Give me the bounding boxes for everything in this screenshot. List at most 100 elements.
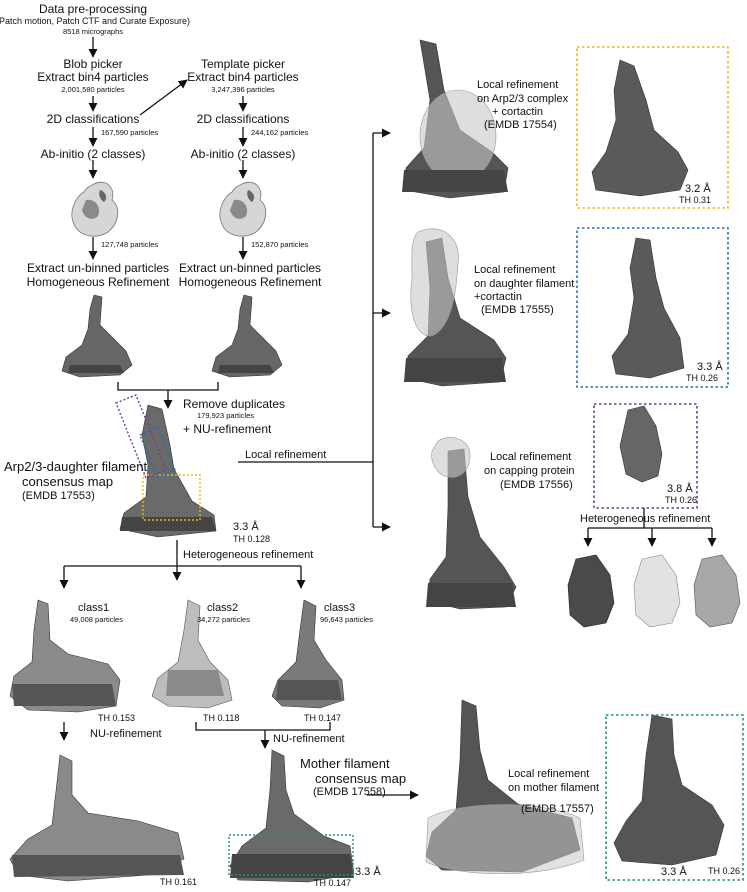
template-2d-count: 244,162 particles [251, 128, 309, 137]
local2-line1: Local refinement [474, 264, 556, 276]
template-abinitio-label: Ab-initio (2 classes) [190, 147, 296, 161]
nu-left-map [9, 754, 185, 882]
local1-line2: on Arp2/3 complex [477, 93, 569, 105]
mother-green-box [228, 834, 354, 876]
local2-map [404, 228, 507, 387]
blob-abinitio-count: 127,748 particles [101, 240, 159, 249]
consensus-threshold: TH 0.128 [233, 534, 271, 544]
local1-detail-map [591, 59, 689, 197]
template-2d-label: 2D classifications [196, 112, 290, 126]
local3-line2: on capping protein [484, 465, 575, 477]
template-abinitio-count: 152,870 particles [251, 240, 309, 249]
mother-resolution: 3.3 Å [355, 866, 381, 878]
template-extract-label: Extract bin4 particles [187, 70, 299, 84]
blob-2d-label: 2D classifications [46, 112, 140, 126]
abinitio-map-blob [71, 181, 119, 237]
local2-line2: on daughter filament [474, 278, 575, 290]
pre-processing-title: Data pre-processing [38, 2, 148, 16]
local3-hetero-label: Heterogeneous refinement [580, 513, 711, 525]
local2-resolution: 3.3 Å [697, 361, 723, 373]
local4-threshold: TH 0.26 [708, 866, 741, 876]
local2-emdb: (EMDB 17555) [481, 304, 554, 316]
mother-emdb: (EMDB 17558) [313, 786, 386, 798]
consensus-orange-box [142, 474, 201, 521]
blob-2d-count: 167,590 particles [101, 128, 159, 137]
class2-name: class2 [207, 602, 239, 614]
blob-particle-count: 2,001,580 particles [61, 85, 125, 94]
abinitio-map-template [219, 181, 267, 237]
local4-map [425, 699, 585, 875]
mother-threshold: TH 0.147 [314, 878, 352, 888]
consensus-resolution: 3.3 Å [233, 521, 259, 533]
local1-threshold: TH 0.31 [679, 195, 712, 205]
class3-threshold: TH 0.147 [304, 713, 342, 723]
class1-map [9, 599, 121, 713]
local4-line2: on mother filament [508, 782, 600, 794]
local2-detail-map [611, 237, 685, 379]
blob-picker-label: Blob picker [63, 57, 123, 71]
local3-line1: Local refinement [490, 451, 572, 463]
class1-name: class1 [78, 602, 110, 614]
blob-homo-refinement: Homogeneous Refinement [26, 275, 170, 289]
template-picker-label: Template picker [200, 57, 286, 71]
local3-resolution: 3.8 Å [667, 483, 693, 495]
cap-hetero-map-3 [693, 554, 741, 628]
class2-threshold: TH 0.118 [203, 713, 240, 723]
cap-hetero-map-2 [633, 554, 681, 628]
micrograph-count: 8518 micrographs [62, 27, 124, 36]
flow-connectors [59, 37, 717, 800]
nu-mid-label: NU-refinement [273, 733, 345, 745]
local3-emdb: (EMDB 17556) [500, 479, 573, 491]
local2-blue-box [576, 227, 729, 388]
pre-processing-subtitle: (Patch motion, Patch CTF and Curate Expo… [0, 16, 191, 26]
homo-map-template [211, 294, 283, 378]
consensus-title-2: consensus map [22, 474, 114, 489]
local4-line1: Local refinement [508, 768, 590, 780]
nu-refinement-label: + NU-refinement [183, 422, 272, 436]
class2-map [151, 599, 233, 709]
remove-duplicates-label: Remove duplicates [183, 397, 286, 411]
homo-map-blob [61, 294, 133, 378]
mother-title-1: Mother filament [300, 756, 390, 771]
class3-name: class3 [324, 602, 356, 614]
density-maps [9, 39, 744, 883]
local3-map [426, 437, 517, 610]
template-extract-unbinned: Extract un-binned particles [178, 261, 322, 275]
arrow-2d-to-template [139, 79, 188, 116]
consensus-title-1: Arp2/3-daughter filament [4, 459, 148, 474]
mother-title-2: consensus map [315, 771, 407, 786]
class1-count: 49,008 particles [70, 615, 123, 624]
local4-green-box [605, 714, 744, 881]
cap-hetero-map-1 [567, 554, 615, 628]
class1-threshold: TH 0.153 [98, 713, 136, 723]
class2-count: 34,272 particles [197, 615, 250, 624]
template-homo-refinement: Homogeneous Refinement [178, 275, 322, 289]
local-refinement-label: Local refinement [245, 449, 327, 461]
class3-map [271, 599, 345, 709]
blob-extract-unbinned: Extract un-binned particles [26, 261, 170, 275]
blob-abinitio-label: Ab-initio (2 classes) [40, 147, 146, 161]
hetero-refinement-label: Heterogeneous refinement [183, 549, 314, 561]
consensus-emdb: (EMDB 17553) [22, 490, 95, 502]
nu-left-label: NU-refinement [90, 728, 162, 740]
remove-duplicates-count: 179,923 particles [197, 411, 255, 420]
local4-emdb: (EMDB 17557) [521, 803, 594, 815]
local4-detail-map [613, 714, 725, 866]
mother-map [229, 749, 355, 883]
merge-bracket [117, 382, 219, 391]
local1-line3: + cortactin [492, 106, 544, 118]
local1-emdb: (EMDB 17554) [484, 119, 557, 131]
local1-resolution: 3.2 Å [685, 183, 711, 195]
local2-threshold: TH 0.26 [686, 373, 719, 383]
local1-orange-box [576, 46, 729, 209]
class3-count: 96,643 particles [320, 615, 373, 624]
local2-line3: +cortactin [474, 291, 522, 303]
local3-detail-map [619, 405, 663, 483]
local1-line1: Local refinement [477, 79, 559, 91]
local1-map [402, 39, 509, 199]
consensus-blue-box [139, 426, 176, 479]
local3-threshold: TH 0.26 [665, 495, 698, 505]
blob-extract-label: Extract bin4 particles [37, 70, 149, 84]
local4-resolution: 3.3 Å [661, 866, 687, 878]
